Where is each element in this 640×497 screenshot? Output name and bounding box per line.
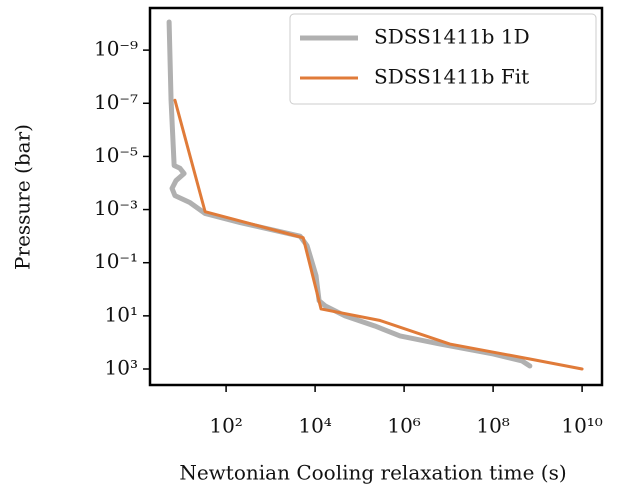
series-line [173,98,584,371]
y-tick-label: 10⁻⁵ [94,143,138,167]
y-tick-label: 10¹ [105,302,138,326]
y-tick-label: 10⁻³ [94,196,138,220]
y-tick-label: 10³ [105,356,138,380]
x-tick-label: 10² [209,414,242,438]
legend-label: SDSS1411b 1D [374,25,530,49]
x-tick-label: 10⁴ [298,414,331,438]
legend-label: SDSS1411b Fit [374,65,529,89]
legend-box [289,13,597,105]
y-axis-label: Pressure (bar) [11,124,35,270]
y-tick-label: 10⁻⁹ [94,37,138,61]
x-tick-label: 10¹⁰ [561,414,602,438]
y-tick-label: 10⁻¹ [94,249,138,273]
plot-frame [148,6,604,387]
x-tick-label: 10⁸ [476,414,509,438]
y-tick-label: 10⁻⁷ [94,90,138,114]
x-tick-label: 10⁶ [387,414,420,438]
x-axis-label: Newtonian Cooling relaxation time (s) [179,461,566,485]
